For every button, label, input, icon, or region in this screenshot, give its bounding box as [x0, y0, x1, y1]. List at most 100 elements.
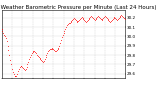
Point [58, 45, 61, 46]
Point [39, 58, 42, 60]
Point [90, 15, 92, 17]
Point [28, 58, 30, 60]
Point [27, 61, 30, 62]
Point [91, 16, 93, 18]
Point [56, 49, 59, 50]
Point [103, 16, 105, 18]
Point [31, 52, 34, 53]
Point [110, 20, 112, 21]
Point [74, 18, 76, 19]
Point [77, 20, 80, 21]
Point [14, 76, 17, 77]
Point [120, 14, 123, 16]
Point [36, 55, 39, 57]
Point [38, 57, 41, 59]
Point [101, 18, 104, 19]
Point [8, 54, 11, 56]
Point [32, 51, 35, 52]
Point [26, 64, 29, 65]
Point [48, 50, 50, 51]
Point [107, 19, 110, 20]
Point [24, 69, 26, 71]
Point [60, 39, 62, 41]
Point [80, 16, 83, 18]
Point [82, 18, 85, 19]
Point [10, 64, 12, 65]
Point [79, 18, 81, 19]
Point [33, 51, 36, 52]
Point [74, 19, 77, 20]
Point [11, 68, 13, 70]
Point [102, 17, 104, 19]
Point [49, 49, 51, 50]
Point [66, 25, 68, 26]
Point [49, 48, 52, 49]
Point [15, 75, 18, 76]
Point [7, 50, 10, 51]
Point [118, 16, 121, 18]
Point [21, 66, 24, 68]
Point [5, 38, 7, 39]
Point [46, 53, 48, 54]
Point [123, 17, 125, 19]
Point [68, 22, 71, 23]
Point [3, 34, 5, 35]
Point [25, 66, 28, 68]
Point [111, 19, 113, 20]
Point [124, 18, 126, 19]
Point [87, 18, 90, 19]
Point [108, 20, 111, 21]
Point [29, 56, 31, 58]
Point [30, 53, 33, 54]
Point [53, 50, 55, 51]
Point [56, 50, 58, 51]
Point [115, 18, 117, 19]
Point [72, 18, 74, 19]
Point [65, 26, 68, 28]
Point [59, 42, 61, 44]
Point [4, 36, 6, 37]
Point [40, 59, 43, 60]
Point [68, 23, 70, 24]
Point [17, 70, 19, 72]
Point [51, 48, 54, 49]
Point [18, 66, 21, 68]
Point [20, 66, 23, 67]
Point [52, 49, 55, 50]
Point [117, 18, 119, 19]
Point [45, 54, 48, 56]
Point [86, 20, 88, 21]
Point [64, 28, 67, 30]
Point [95, 17, 98, 19]
Point [50, 47, 53, 48]
Point [44, 56, 47, 58]
Point [122, 16, 124, 18]
Point [34, 52, 36, 53]
Point [13, 75, 16, 76]
Point [83, 19, 86, 20]
Point [86, 19, 89, 20]
Point [41, 60, 43, 61]
Point [99, 17, 101, 19]
Point [113, 16, 116, 18]
Point [116, 19, 118, 20]
Point [98, 16, 100, 18]
Point [121, 15, 124, 17]
Point [62, 32, 65, 33]
Point [112, 17, 115, 19]
Point [100, 19, 103, 20]
Point [1, 30, 4, 32]
Point [88, 17, 91, 19]
Point [43, 60, 45, 61]
Point [22, 67, 24, 69]
Point [16, 73, 18, 74]
Point [99, 18, 102, 19]
Point [6, 45, 9, 46]
Point [12, 73, 15, 74]
Point [105, 16, 107, 18]
Point [81, 17, 84, 19]
Point [114, 17, 117, 19]
Point [78, 19, 80, 20]
Point [96, 16, 99, 18]
Point [73, 17, 75, 19]
